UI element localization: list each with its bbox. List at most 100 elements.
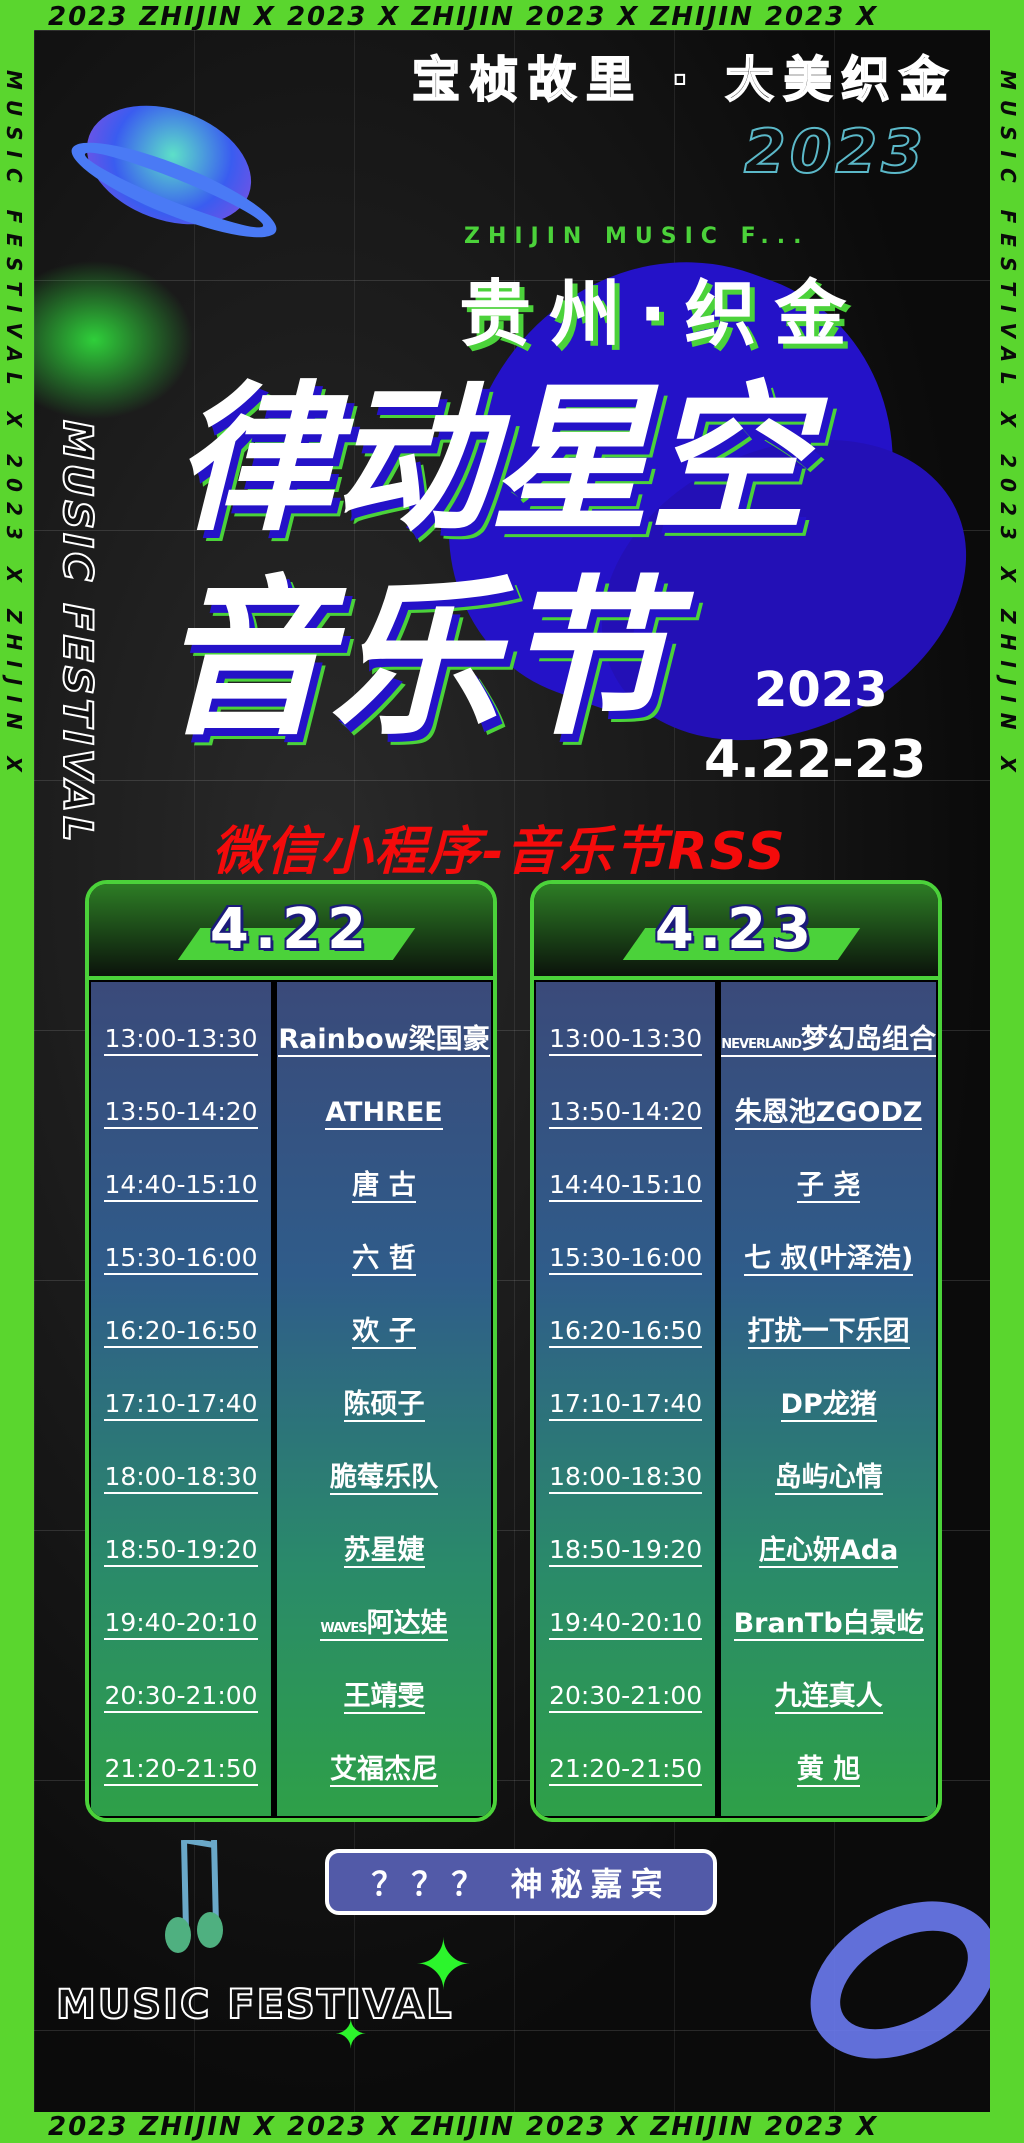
artist-prefix: WAVES [320,1620,367,1636]
artist-label: 艾福杰尼 [330,1753,438,1785]
artist-label: 九连真人 [774,1680,883,1712]
day-label: 4.22 [209,897,373,962]
time-slot: 18:00-18:30 [536,1442,715,1515]
year-outline: 2023 [743,117,927,187]
time-slot: 17:10-17:40 [91,1369,271,1442]
day-header: 4.22 [89,884,493,980]
artist-text: 朱恩池ZGODZ [734,1097,923,1131]
artist-name: DP龙猪 [721,1369,936,1442]
artist-label: DP龙猪 [780,1388,877,1420]
artist-label: 苏星婕 [343,1534,425,1566]
frame-left-text: MUSIC FESTIVAL X 2023 X ZHIJIN X [2,70,26,782]
artist-name: 打扰一下乐团 [721,1296,936,1369]
artist-name: 黄 旭 [721,1734,936,1807]
time-text: 13:00-13:30 [549,1024,703,1056]
artist-label: 七 叔(叶泽浩) [744,1242,914,1274]
artist-label: 王靖雯 [343,1680,425,1712]
main-title-line1: 律动星空 [174,366,808,553]
frame-bottom-text: 2023 ZHIJIN X 2023 X ZHIJIN 2023 X ZHIJI… [48,2112,879,2142]
artist-text: 黄 旭 [796,1753,861,1788]
event-year: 2023 [754,662,888,718]
time-text: 13:00-13:30 [104,1024,258,1056]
time-text: 15:30-16:00 [104,1243,258,1275]
time-slot: 14:40-15:10 [91,1150,271,1223]
time-slot: 13:50-14:20 [536,1077,715,1150]
artist-label: 脆莓乐队 [330,1461,438,1493]
artist-name: 唐 古 [277,1150,491,1223]
time-text: 21:20-21:50 [104,1754,258,1786]
green-glow [34,260,194,420]
main-title-line2: 音乐节 [159,561,670,759]
time-slot: 18:50-19:20 [536,1515,715,1588]
time-text: 19:40-20:10 [549,1608,703,1640]
time-slot: 13:00-13:30 [536,1004,715,1077]
frame-top-text: 2023 ZHIJIN X 2023 X ZHIJIN 2023 X ZHIJI… [48,2,879,32]
time-text: 21:20-21:50 [549,1754,703,1786]
time-text: 18:00-18:30 [549,1462,703,1494]
time-slot: 14:40-15:10 [536,1150,715,1223]
time-text: 19:40-20:10 [104,1608,258,1640]
time-slot: 16:20-16:50 [91,1296,271,1369]
artist-name: Rainbow梁国豪 [277,1004,491,1077]
artist-label: 黄 旭 [796,1753,861,1785]
artist-text: 七 叔(叶泽浩) [744,1242,914,1277]
artist-text: ATHREE [325,1096,443,1131]
city-title: 贵州·织金 [459,272,865,356]
artist-label: ATHREE [325,1096,443,1128]
time-slot: 21:20-21:50 [536,1734,715,1807]
time-slot: 19:40-20:10 [91,1588,271,1661]
time-slot: 18:00-18:30 [91,1442,271,1515]
artist-text: 王靖雯 [343,1680,425,1715]
time-slot: 16:20-16:50 [536,1296,715,1369]
time-slot: 15:30-16:00 [536,1223,715,1296]
artist-text: 子 尧 [796,1170,861,1204]
artist-name: 朱恩池ZGODZ [721,1077,936,1150]
artist-text: Rainbow梁国豪 [278,1023,490,1058]
time-text: 18:50-19:20 [104,1535,258,1567]
artist-name: 艾福杰尼 [277,1734,491,1807]
time-text: 20:30-21:00 [104,1681,258,1713]
artist-name: 脆莓乐队 [277,1442,491,1515]
artist-text: BranTb白景屹 [733,1607,924,1642]
time-slot: 20:30-21:00 [536,1661,715,1734]
artist-text: NEVERLAND梦幻岛组合 [721,1024,936,1058]
artist-label: 唐 古 [352,1169,416,1201]
artist-label: BranTb白景屹 [733,1607,924,1639]
artist-name: 九连真人 [721,1661,936,1734]
time-text: 18:50-19:20 [549,1535,703,1567]
time-column: 13:00-13:30 13:50-14:20 14:40-15:10 15:30-1… [91,982,271,1816]
time-text: 18:00-18:30 [104,1462,258,1494]
poster-canvas: 宝桢故里 · 大美织金 2023 ZHIJIN MUSIC F... 贵州·织金… [34,30,990,2112]
schedule-day-1: 4.22 13:00-13:30 13:50-14:20 14:40-15:10 15… [85,880,497,1822]
sparkle-icon: ✦ [414,1924,473,2006]
time-slot: 13:50-14:20 [91,1077,271,1150]
time-text: 20:30-21:00 [549,1681,703,1713]
artist-name: WAVES阿达娃 [277,1588,491,1661]
time-slot: 18:50-19:20 [91,1515,271,1588]
mystery-guest-badge: ？？？ 神秘嘉宾 [325,1849,717,1915]
artist-text: 打扰一下乐团 [747,1315,910,1350]
artist-text: 唐 古 [352,1169,416,1204]
music-note-icon [164,1837,234,1960]
artist-name: BranTb白景屹 [721,1588,936,1661]
artist-text: WAVES阿达娃 [320,1608,448,1642]
vertical-music-festival: MUSIC FESTIVAL [53,419,101,847]
time-slot: 17:10-17:40 [536,1369,715,1442]
artist-name: NEVERLAND梦幻岛组合 [721,1004,936,1077]
time-slot: 19:40-20:10 [536,1588,715,1661]
artist-label: Rainbow梁国豪 [278,1023,490,1055]
artist-name: 子 尧 [721,1150,936,1223]
artist-label: 打扰一下乐团 [747,1315,910,1347]
artist-label: 庄心妍Ada [758,1534,899,1566]
event-dates: 4.22-23 [704,730,927,790]
artist-text: 庄心妍Ada [758,1534,899,1569]
artist-label: 陈硕子 [343,1388,425,1420]
artist-name: 陈硕子 [277,1369,491,1442]
artist-text: 艾福杰尼 [330,1753,438,1788]
artist-text: 脆莓乐队 [330,1461,438,1496]
artist-text: DP龙猪 [780,1388,877,1423]
tagline: 宝桢故里 · 大美织金 [411,52,958,108]
day-label: 4.23 [654,897,818,962]
artist-name: 王靖雯 [277,1661,491,1734]
artist-label: 六 哲 [352,1242,416,1274]
